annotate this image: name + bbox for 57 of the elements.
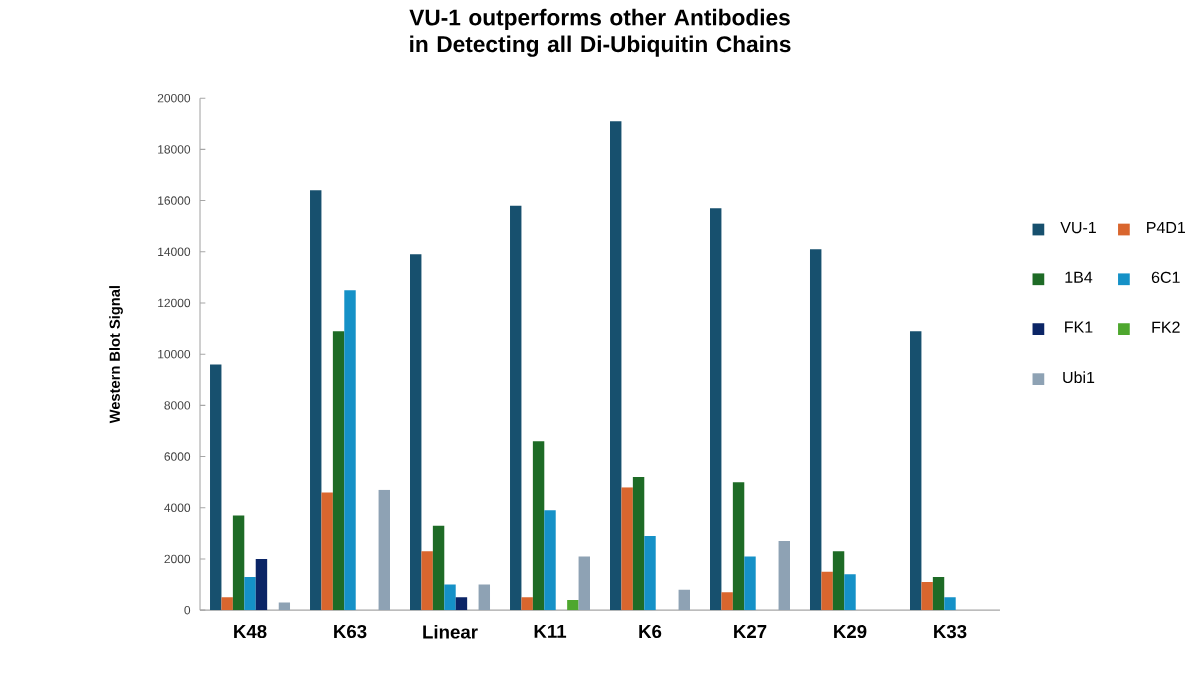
bar (378, 489, 391, 611)
bar (832, 551, 845, 611)
bar (544, 510, 556, 611)
bar (432, 525, 445, 611)
bar (621, 487, 633, 611)
bar (278, 602, 291, 611)
x-tick-label: K33 (934, 624, 967, 639)
legend-label: P4D1 (1147, 221, 1185, 233)
bar (478, 584, 491, 611)
bar (321, 492, 333, 611)
bar (678, 589, 690, 611)
bar (632, 476, 645, 611)
bar (344, 290, 356, 611)
bar (255, 558, 268, 611)
x-tick-label: K27 (734, 624, 767, 638)
bar (578, 556, 591, 611)
x-tick-label: K48 (234, 624, 267, 639)
bar (844, 574, 856, 611)
bar (244, 576, 256, 611)
bar (532, 441, 545, 611)
bar (721, 592, 733, 611)
bar (809, 249, 822, 611)
legend-label: 1B4 (1065, 271, 1093, 283)
bar (944, 597, 956, 611)
bar (210, 364, 222, 611)
bar (410, 254, 422, 611)
bar (732, 482, 745, 611)
bar (610, 121, 622, 611)
bar (644, 535, 656, 611)
legend-label: FK1 (1065, 321, 1093, 333)
bar (332, 331, 345, 611)
bar (710, 208, 722, 611)
bar (921, 581, 933, 611)
bar (444, 584, 456, 611)
chart-title: VU-1 outperforms other Antibodies in Detecting all Di-Ubiquitin Chains (409, 8, 791, 57)
bar (455, 597, 468, 611)
x-tick-label: K29 (834, 624, 867, 639)
bar (567, 599, 579, 611)
bar (421, 551, 433, 611)
bar (510, 205, 522, 611)
bar (744, 556, 756, 611)
legend-label: VU-1 (1060, 221, 1096, 234)
legend-label: Ubi1 (1063, 371, 1095, 384)
x-tick-label: Linear (423, 624, 478, 639)
bar (932, 576, 945, 611)
bar (310, 190, 322, 611)
x-tick-label: K11 (534, 624, 567, 638)
x-tick-label: K63 (334, 624, 367, 639)
bar (232, 515, 245, 611)
legend-label: 6C1 (1151, 271, 1180, 283)
bar (221, 597, 233, 611)
bar (521, 597, 533, 611)
bar (778, 540, 790, 611)
bar (821, 571, 833, 611)
bar (910, 331, 922, 611)
legend-label: FK2 (1152, 321, 1180, 333)
x-tick-label: K6 (639, 624, 662, 639)
